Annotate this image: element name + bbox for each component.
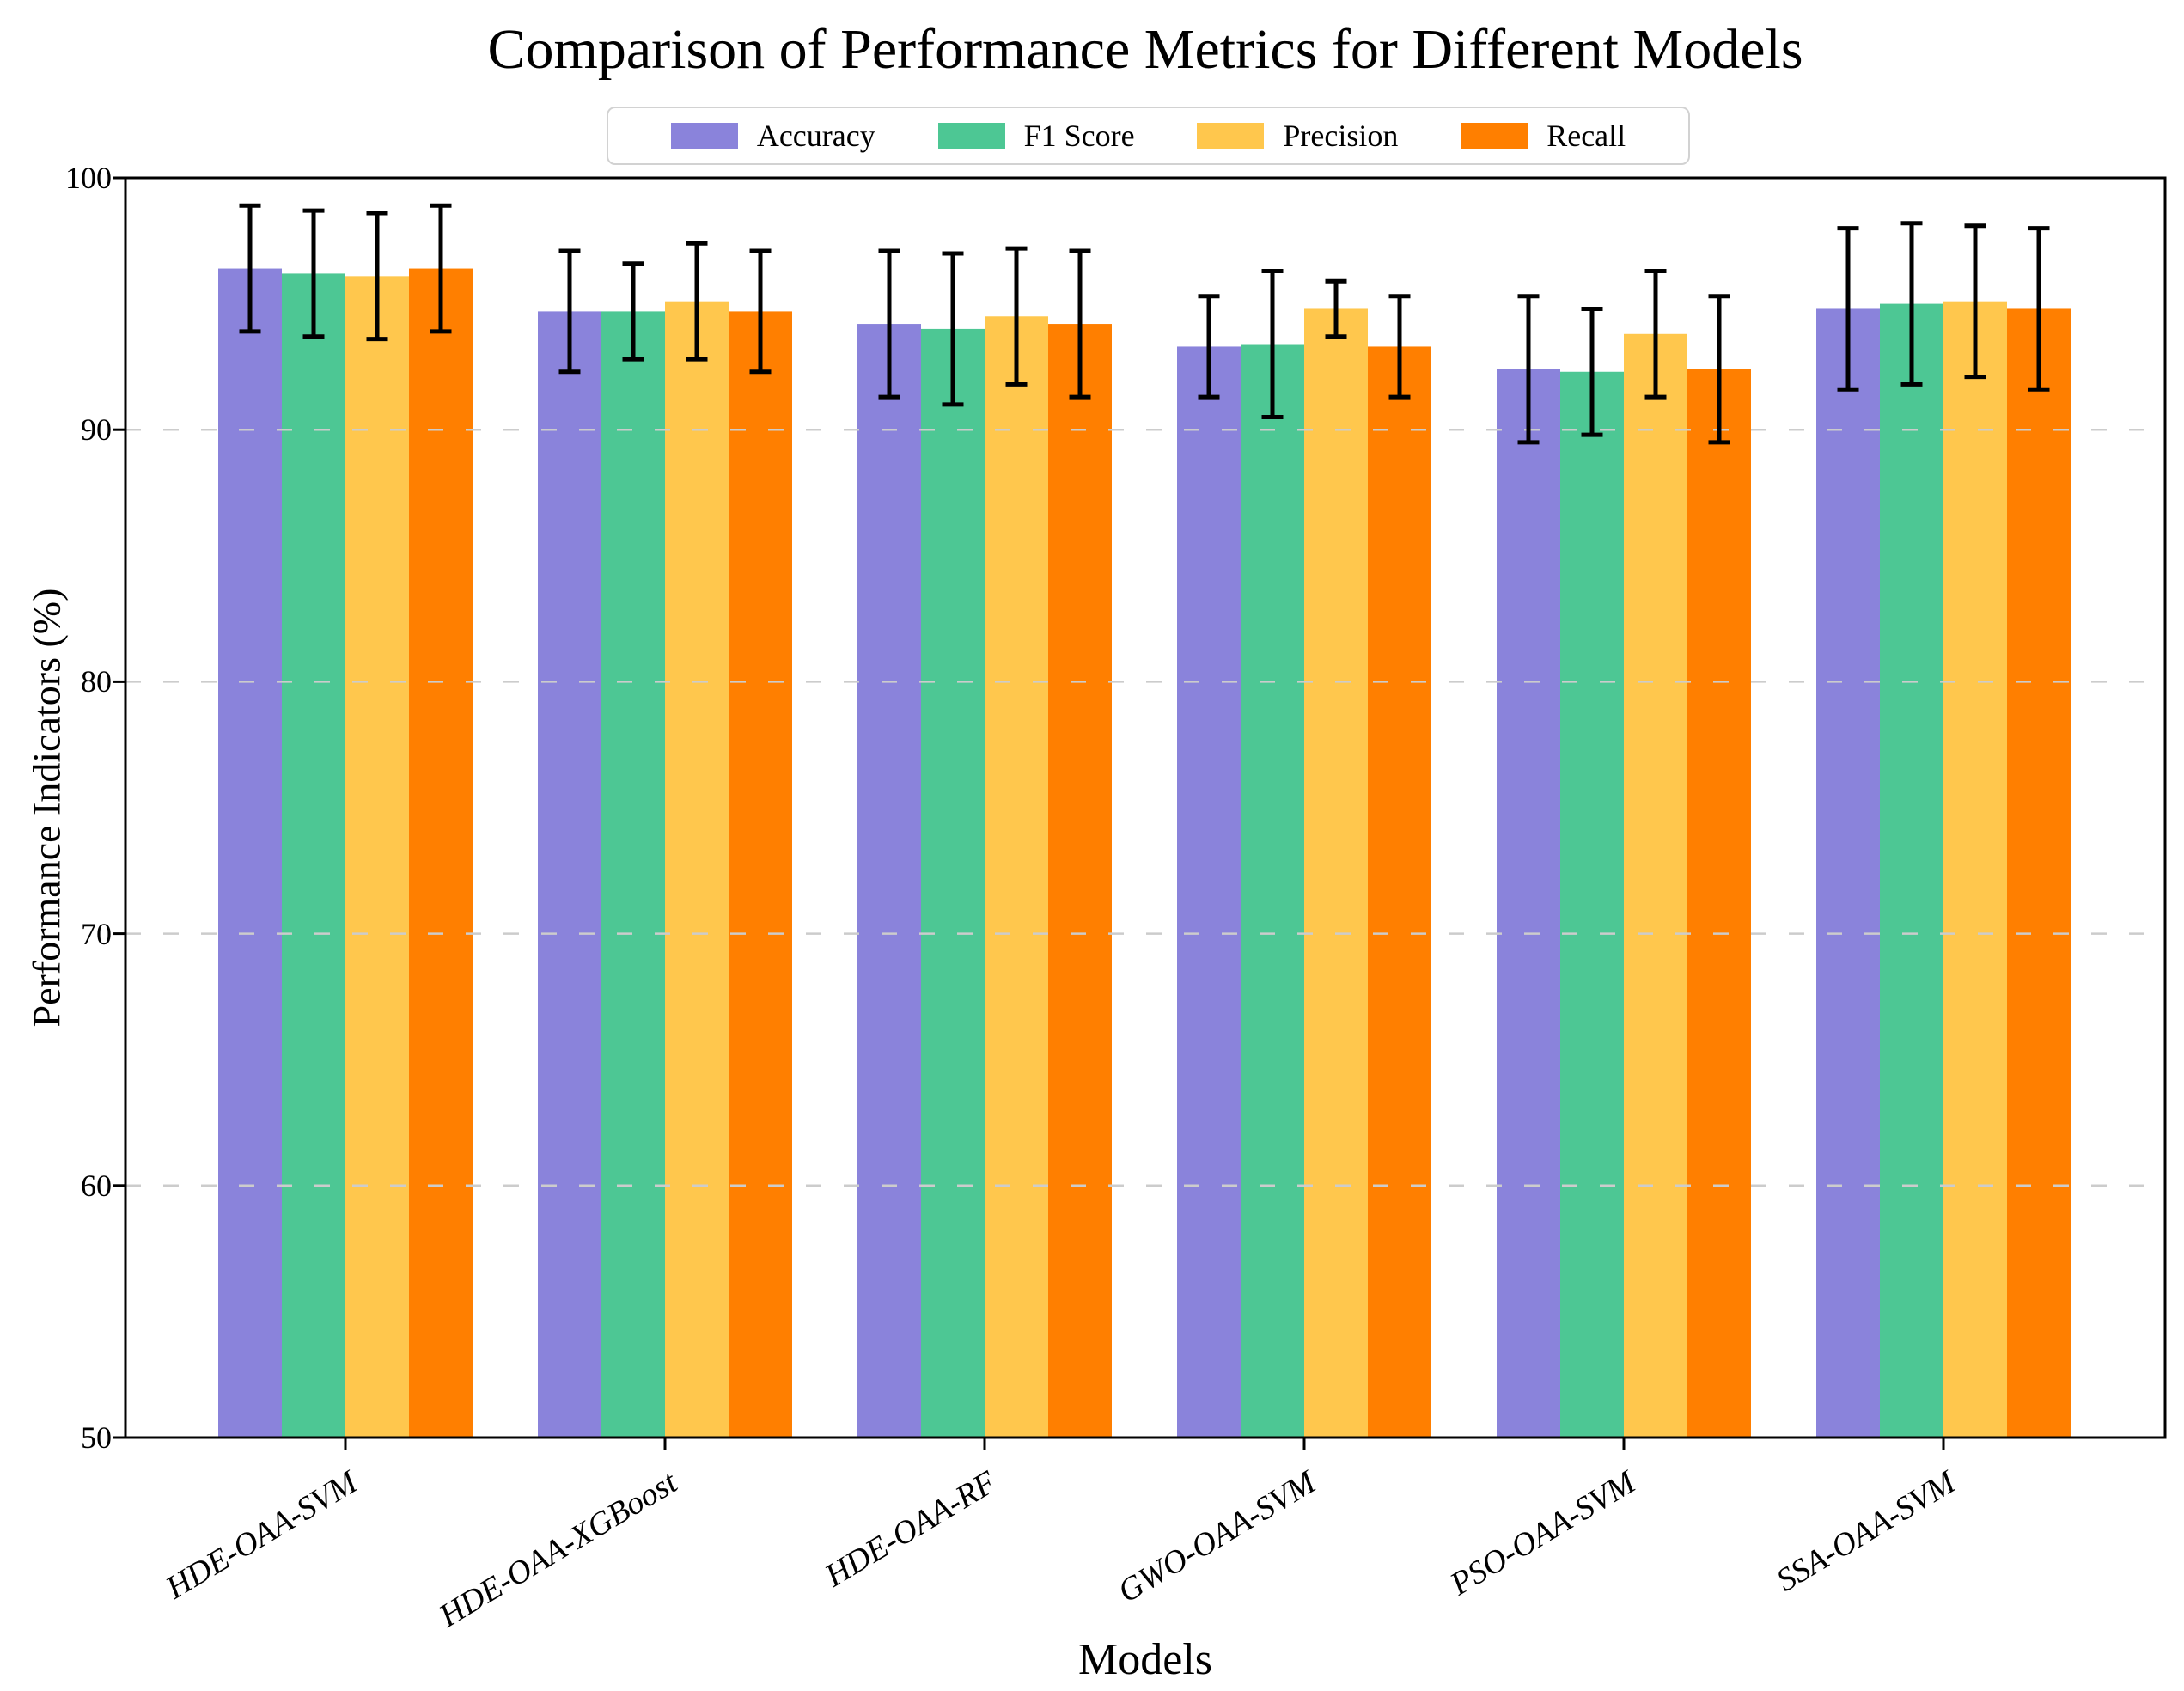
bar-precision-pso-oaa-svm (1624, 333, 1687, 1438)
bar-accuracy-ssa-oaa-svm (1816, 308, 1880, 1438)
legend-swatch-precision (1197, 123, 1265, 149)
bar-recall-ssa-oaa-svm (2007, 308, 2071, 1438)
bar-f1-score-gwo-oaa-svm (1241, 344, 1304, 1438)
legend: Accuracy F1 Score Precision Recall (607, 107, 1690, 165)
bar-precision-gwo-oaa-svm (1304, 308, 1368, 1438)
bar-f1-score-pso-oaa-svm (1560, 371, 1624, 1438)
legend-swatch-accuracy (670, 123, 738, 149)
y-tick-label-50: 50 (81, 1420, 112, 1455)
legend-label-precision: Precision (1283, 119, 1399, 153)
legend-label-recall: Recall (1546, 119, 1626, 153)
bar-recall-hde-oaa-rf (1048, 324, 1112, 1438)
y-tick-label-90: 90 (81, 412, 112, 448)
bar-accuracy-pso-oaa-svm (1497, 369, 1560, 1438)
bar-f1-score-hde-oaa-rf (921, 328, 985, 1438)
y-tick-label-100: 100 (65, 161, 112, 195)
legend-swatch-f1-score (937, 123, 1005, 149)
legend-item-recall: Recall (1461, 118, 1626, 154)
bar-f1-score-hde-oaa-svm (282, 273, 345, 1438)
bar-precision-hde-oaa-rf (985, 316, 1048, 1438)
legend-item-accuracy: Accuracy (670, 118, 875, 154)
legend-item-f1-score: F1 Score (937, 118, 1135, 154)
bar-precision-hde-oaa-xgboost (665, 301, 729, 1438)
bar-recall-pso-oaa-svm (1687, 369, 1751, 1438)
bar-f1-score-ssa-oaa-svm (1880, 303, 1943, 1438)
bar-precision-hde-oaa-svm (345, 276, 409, 1438)
legend-label-accuracy: Accuracy (756, 119, 875, 153)
axes-spines (124, 176, 2167, 1439)
bar-recall-hde-oaa-svm (409, 268, 473, 1438)
bar-recall-gwo-oaa-svm (1368, 346, 1431, 1438)
legend-swatch-recall (1461, 123, 1528, 149)
bar-recall-hde-oaa-xgboost (729, 311, 792, 1438)
y-tick-label-80: 80 (81, 664, 112, 699)
bar-accuracy-gwo-oaa-svm (1177, 346, 1241, 1438)
bar-f1-score-hde-oaa-xgboost (601, 311, 665, 1438)
legend-item-precision: Precision (1197, 118, 1398, 154)
y-tick-label-60: 60 (81, 1168, 112, 1203)
y-tick-label-70: 70 (81, 916, 112, 951)
legend-label-f1-score: F1 Score (1023, 119, 1135, 153)
bar-precision-ssa-oaa-svm (1943, 301, 2007, 1438)
chart-title: Comparison of Performance Metrics for Di… (487, 18, 1803, 81)
bar-accuracy-hde-oaa-rf (857, 324, 921, 1438)
bar-accuracy-hde-oaa-xgboost (538, 311, 601, 1438)
bar-accuracy-hde-oaa-svm (218, 268, 282, 1438)
x-axis-title: Models (1078, 1635, 1212, 1684)
